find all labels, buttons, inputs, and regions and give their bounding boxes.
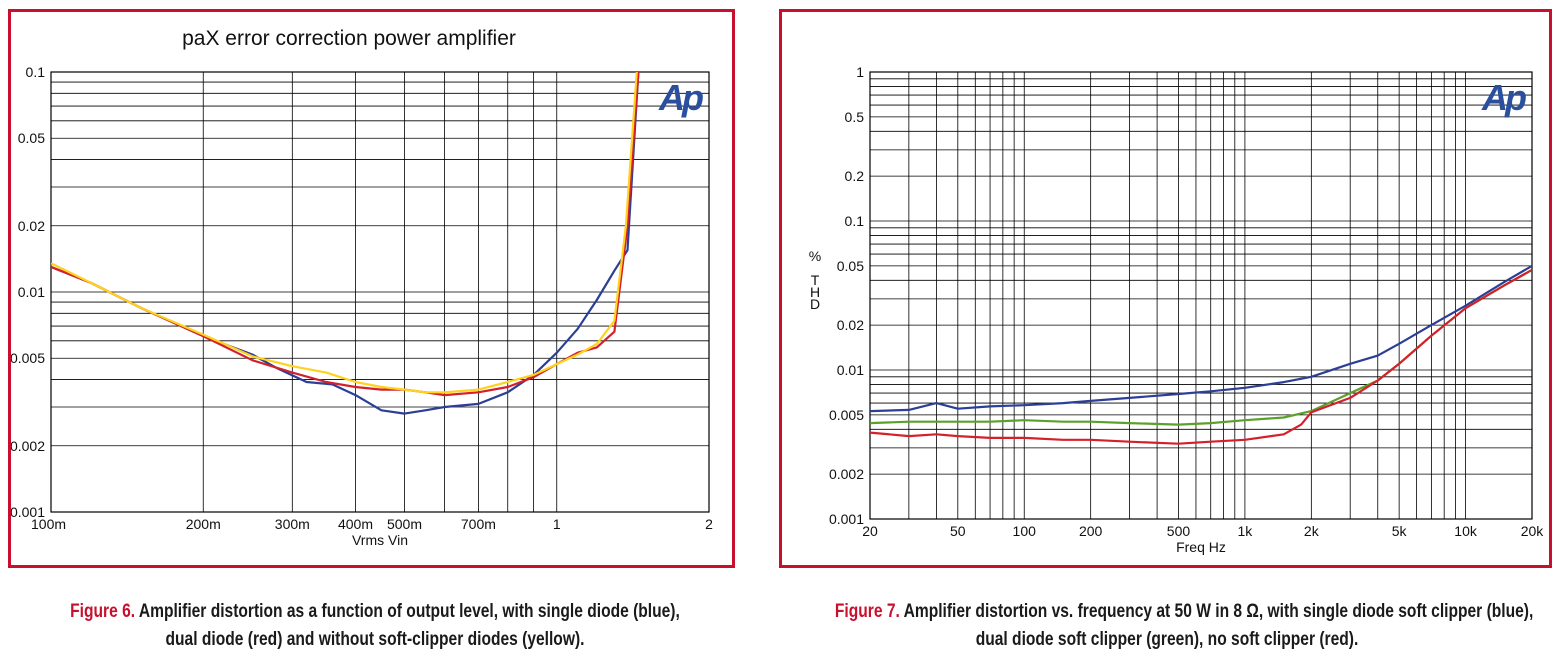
y-tick-label: 0.005 [11,350,45,366]
ap-logo: Ap [658,77,703,118]
y-tick-label: 0.02 [837,317,864,333]
y-tick-label: 0.02 [18,218,45,234]
x-tick-label: 400m [338,516,373,532]
x-tick-label: 500m [387,516,422,532]
chart-title: paX error correction power amplifier [182,27,516,50]
x-tick-label: 1k [1238,523,1254,539]
y-tick-label: 0.002 [11,438,45,454]
figure-6-caption: Figure 6. Amplifier distortion as a func… [51,598,699,654]
y-tick-label: 0.01 [837,362,864,378]
y-tick-label: 0.1 [26,64,46,80]
y-axis-label: H [810,284,820,300]
chart-panel-fig7: 1 0.5 0.2 0.1 0.05 0.02 0.01 0.005 0.002 0.001 20 5… [779,9,1552,568]
series-line-0 [870,264,1532,413]
y-tick-label: 0.5 [845,109,865,125]
y-axis-label: % [809,248,821,264]
y-tick-label: 0.01 [18,284,45,300]
y-axis-label: D [810,296,820,312]
plot-area [869,71,1533,520]
x-tick-label: 5k [1392,523,1408,539]
y-tick-label: 0.001 [829,511,864,527]
x-tick-label: 200 [1079,523,1103,539]
x-tick-label: 20k [1521,523,1545,539]
y-tick-label: 0.05 [837,258,864,274]
y-tick-label: 1 [856,64,864,80]
x-tick-label: 10k [1454,523,1478,539]
series-line-2 [870,268,1532,445]
x-tick-label: 2 [705,516,713,532]
figure-7-label: Figure 7. [834,601,900,622]
x-axis-label: Vrms Vin [352,532,408,548]
y-tick-label: 0.001 [11,504,45,520]
y-tick-label: 0.2 [845,168,865,184]
y-tick-label: 0.005 [829,407,864,423]
x-tick-label: 50 [950,523,966,539]
figure-7-caption-line1: Figure 7. Amplifier distortion vs. frequ… [834,598,1533,626]
x-tick-label: 300m [275,516,310,532]
series-line-2 [51,72,638,394]
x-tick-label: 2k [1304,523,1320,539]
x-tick-label: 200m [186,516,221,532]
x-tick-label: 500 [1167,523,1191,539]
x-tick-label: 20 [862,523,878,539]
figure-7-text-2: dual diode soft clipper (green), no soft… [975,629,1359,650]
x-tick-label: 700m [461,516,496,532]
x-tick-label: 100m [31,516,66,532]
y-tick-label: 0.002 [829,466,864,482]
x-axis-label: Freq Hz [1176,539,1226,555]
figure-6-label: Figure 6. [70,601,136,622]
ap-logo: Ap [1481,77,1526,118]
y-axis-label: T [811,272,820,288]
figure-6-text-1: Amplifier distortion as a function of ou… [135,601,680,622]
y-tick-label: 0.1 [845,213,865,229]
x-tick-label: 100 [1013,523,1037,539]
figure-6-caption-line1: Figure 6. Amplifier distortion as a func… [51,598,699,626]
x-tick-label: 1 [553,516,561,532]
figure-7-caption: Figure 7. Amplifier distortion vs. frequ… [834,598,1533,654]
y-tick-label: 0.05 [18,130,45,146]
figure-7-text-1: Amplifier distortion vs. frequency at 50… [899,601,1534,622]
figure-6-text-2: dual diode (red) and without soft-clippe… [165,629,585,650]
chart-panel-fig6: 0.1 0.05 0.02 0.01 0.005 0.002 0.001 100m 200m 30… [8,9,735,568]
